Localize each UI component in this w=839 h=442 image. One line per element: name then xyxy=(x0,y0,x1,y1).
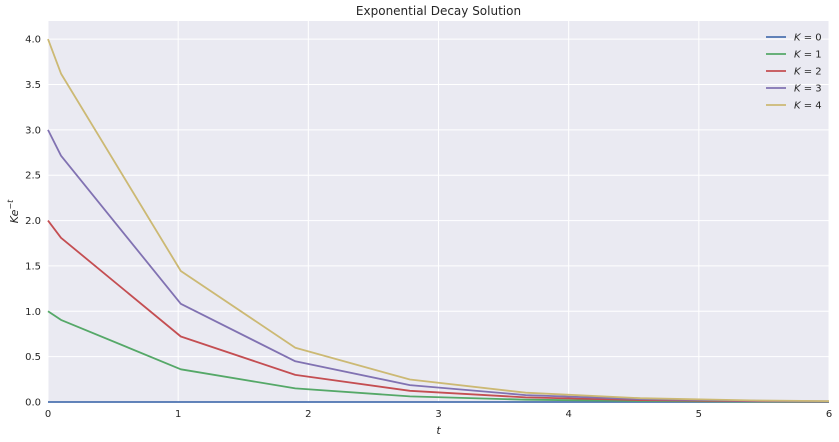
y-tick-label: 2.5 xyxy=(25,171,41,182)
y-tick-label: 3.0 xyxy=(25,125,41,136)
x-ticks: 0 1 2 3 4 5 6 xyxy=(45,409,832,420)
x-tick-label: 0 xyxy=(45,409,51,420)
legend-entry-label: K = 1 xyxy=(794,50,822,61)
legend-entry-label: K = 2 xyxy=(794,67,822,78)
y-tick-label: 1.0 xyxy=(25,307,41,318)
legend-entry-label: K = 3 xyxy=(794,84,822,95)
x-tick-label: 3 xyxy=(435,409,441,420)
chart-title: Exponential Decay Solution xyxy=(356,4,521,18)
x-tick-label: 4 xyxy=(565,409,571,420)
y-tick-label: 3.5 xyxy=(25,80,41,91)
legend-entry-label: K = 4 xyxy=(794,101,822,112)
y-tick-label: 0.5 xyxy=(25,352,41,363)
y-axis-label-base: Ke xyxy=(8,209,21,223)
x-tick-label: 2 xyxy=(305,409,311,420)
series-lines xyxy=(47,38,830,403)
x-tick-label: 1 xyxy=(175,409,181,420)
x-axis-label: t xyxy=(436,424,441,437)
x-tick-label: 5 xyxy=(696,409,702,420)
y-tick-label: 2.0 xyxy=(25,216,41,227)
x-tick-label: 6 xyxy=(826,409,832,420)
y-tick-label: 4.0 xyxy=(25,35,41,46)
legend-entry-label: K = 0 xyxy=(794,33,822,44)
legend: K = 0 K = 1 K = 2 K = 3 K = 4 xyxy=(766,33,822,112)
y-axis-label-exponent: −t xyxy=(6,199,15,210)
y-ticks: 0.0 0.5 1.0 1.5 2.0 2.5 3.0 3.5 4.0 xyxy=(25,35,41,409)
y-tick-label: 1.5 xyxy=(25,261,41,272)
series-line xyxy=(47,38,830,402)
y-axis-label: Ke−t xyxy=(6,199,21,223)
y-tick-label: 0.0 xyxy=(25,398,41,409)
